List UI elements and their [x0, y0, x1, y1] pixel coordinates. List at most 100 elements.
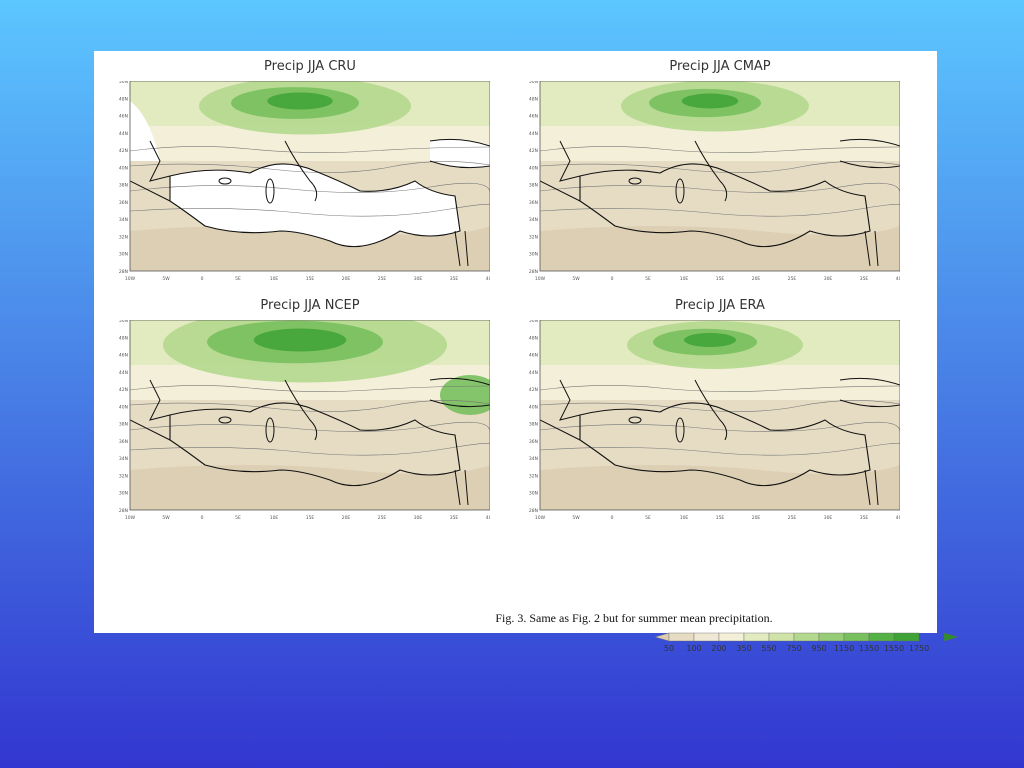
lon-tick-label: 15E: [716, 276, 725, 282]
lat-tick-label: 44N: [529, 370, 538, 376]
lat-tick-label: 42N: [529, 387, 538, 393]
lat-tick-label: 36N: [529, 200, 538, 206]
lon-tick-label: 15E: [716, 515, 725, 521]
lat-tick-label: 40N: [119, 165, 128, 171]
lon-tick-label: 20E: [342, 276, 351, 282]
colorbar-swatch: [693, 632, 720, 642]
lat-tick-label: 34N: [119, 456, 128, 462]
lat-tick-label: 42N: [119, 148, 128, 154]
lat-tick-label: 34N: [529, 456, 538, 462]
lon-tick-label: 10E: [270, 276, 279, 282]
lat-tick-label: 38N: [119, 422, 128, 428]
lat-tick-label: 32N: [529, 234, 538, 240]
lat-tick-label: 32N: [119, 473, 128, 479]
colorbar-swatch: [743, 632, 770, 642]
colorbar-level-label: 350: [736, 644, 751, 653]
colorbar-swatch: [868, 632, 895, 642]
lat-tick-label: 48N: [529, 96, 538, 102]
lat-tick-label: 30N: [119, 491, 128, 497]
lat-tick-label: 40N: [529, 404, 538, 410]
lon-tick-label: 5W: [572, 515, 580, 521]
colorbar-swatch: [943, 632, 959, 642]
panel-title: Precip JJA CRU: [264, 59, 356, 74]
panel-title: Precip JJA CMAP: [669, 59, 771, 74]
lon-tick-label: 40E: [896, 515, 900, 521]
colorbar-level-label: 100: [686, 644, 701, 653]
lon-tick-label: 5W: [162, 515, 170, 521]
lat-tick-label: 44N: [119, 370, 128, 376]
map-panel-ncep: Precip JJA NCEP 50N 48N 46N 44N 42N 40N 38N 36N 3…: [112, 298, 490, 528]
lat-tick-label: 40N: [119, 404, 128, 410]
colorbar-swatch: [718, 632, 745, 642]
lon-tick-label: 30E: [414, 276, 423, 282]
colorbar-level-label: 750: [786, 644, 801, 653]
lon-tick-label: 25E: [788, 515, 797, 521]
lat-tick-label: 38N: [119, 183, 128, 189]
lon-tick-label: 10W: [535, 276, 546, 282]
lat-tick-label: 30N: [529, 491, 538, 497]
lat-tick-label: 28N: [529, 269, 538, 275]
lon-tick-label: 10E: [270, 515, 279, 521]
lat-tick-label: 38N: [529, 183, 538, 189]
lat-tick-label: 42N: [529, 148, 538, 154]
lon-tick-label: 10E: [680, 515, 689, 521]
lat-tick-label: 38N: [529, 422, 538, 428]
colorbar-swatch: [793, 632, 820, 642]
lat-tick-label: 36N: [119, 439, 128, 445]
lon-tick-label: 0: [201, 276, 204, 282]
lat-tick-label: 48N: [119, 335, 128, 341]
lat-tick-label: 40N: [529, 165, 538, 171]
lat-tick-label: 50N: [119, 81, 128, 85]
lat-tick-label: 36N: [529, 439, 538, 445]
lon-tick-label: 35E: [450, 515, 459, 521]
colorbar-swatch: [818, 632, 845, 642]
lat-tick-label: 46N: [119, 353, 128, 359]
lon-tick-label: 25E: [788, 276, 797, 282]
figure: Precip JJA CRU 50N 48N 46N 44N 42N 40N 38N 36N 34…: [94, 51, 959, 653]
lon-tick-label: 40E: [486, 276, 490, 282]
lon-tick-label: 20E: [752, 515, 761, 521]
lon-tick-label: 0: [611, 515, 614, 521]
lon-tick-label: 15E: [306, 515, 315, 521]
lat-tick-label: 32N: [529, 473, 538, 479]
lon-tick-label: 0: [611, 276, 614, 282]
colorbar-swatch: [654, 632, 670, 642]
lon-tick-label: 5E: [645, 515, 651, 521]
lon-tick-label: 35E: [860, 276, 869, 282]
lat-tick-label: 34N: [529, 217, 538, 223]
lon-tick-label: 20E: [752, 276, 761, 282]
lon-tick-label: 35E: [450, 276, 459, 282]
colorbar-level-label: 50: [664, 644, 674, 653]
lat-tick-label: 46N: [529, 114, 538, 120]
lon-tick-label: 30E: [824, 515, 833, 521]
lat-tick-label: 28N: [119, 269, 128, 275]
lat-tick-label: 34N: [119, 217, 128, 223]
colorbar-swatch: [768, 632, 795, 642]
lat-tick-label: 46N: [119, 114, 128, 120]
lon-tick-label: 25E: [378, 276, 387, 282]
lat-tick-label: 50N: [529, 81, 538, 85]
lon-tick-label: 30E: [824, 276, 833, 282]
lat-tick-label: 44N: [529, 131, 538, 137]
lon-tick-label: 40E: [896, 276, 900, 282]
lon-tick-label: 25E: [378, 515, 387, 521]
lon-tick-label: 10E: [680, 276, 689, 282]
lat-tick-label: 28N: [529, 508, 538, 514]
colorbar-level-label: 550: [761, 644, 776, 653]
lat-tick-label: 32N: [119, 234, 128, 240]
lon-tick-label: 15E: [306, 276, 315, 282]
panel-title: Precip JJA NCEP: [260, 298, 360, 313]
map-panel-cru: Precip JJA CRU 50N 48N 46N 44N 42N 40N 38N 36N 34…: [112, 59, 490, 289]
lat-tick-label: 30N: [119, 252, 128, 258]
colorbar-level-label: 950: [811, 644, 826, 653]
lat-tick-label: 48N: [529, 335, 538, 341]
lat-tick-label: 50N: [529, 320, 538, 324]
lat-tick-label: 46N: [529, 353, 538, 359]
lon-tick-label: 5W: [162, 276, 170, 282]
figure-caption: Fig. 3. Same as Fig. 2 but for summer me…: [495, 611, 773, 625]
colorbar-swatch: [843, 632, 870, 642]
map-panel-cmap: Precip JJA CMAP 50N 48N 46N 44N 42N 40N 38N 36N 3…: [522, 59, 900, 289]
